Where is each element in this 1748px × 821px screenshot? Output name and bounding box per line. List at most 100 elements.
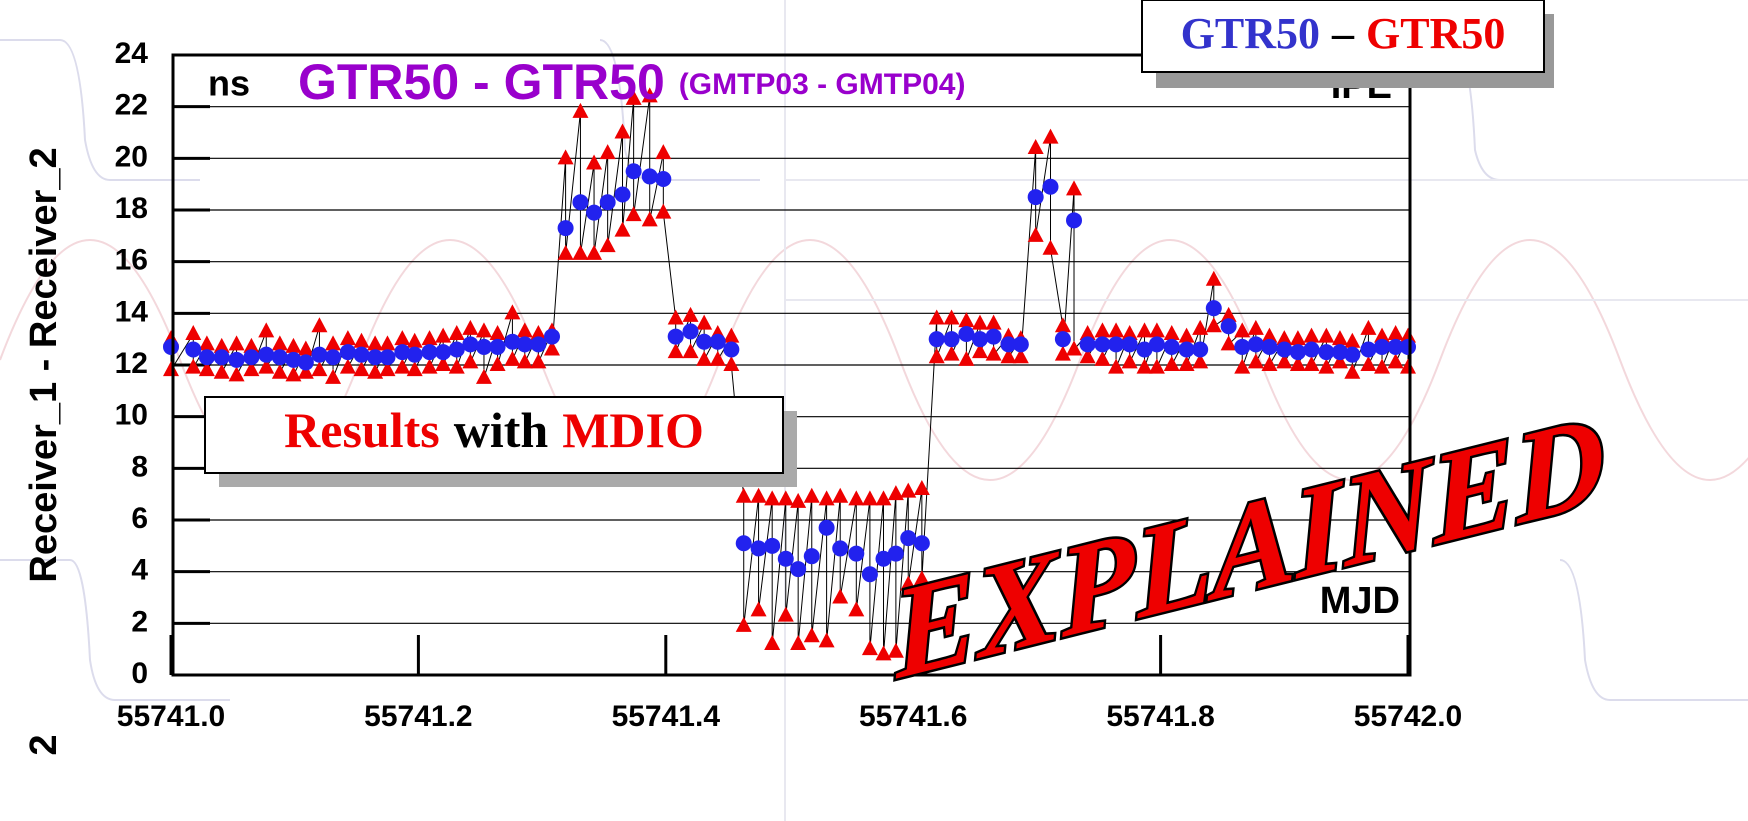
- triangle-marker: [379, 361, 396, 377]
- circle-marker: [258, 346, 275, 363]
- triangle-marker: [557, 149, 574, 165]
- circle-marker: [641, 168, 658, 185]
- triangle-marker: [625, 206, 642, 222]
- circle-marker: [667, 328, 684, 345]
- circle-marker: [1066, 212, 1083, 229]
- triangle-marker: [709, 350, 726, 366]
- x-tick-label: 55741.8: [1106, 700, 1214, 733]
- note-word: with: [454, 402, 549, 458]
- triangle-marker: [1289, 356, 1306, 371]
- triangle-marker: [1261, 327, 1278, 343]
- triangle-marker: [1387, 325, 1404, 340]
- triangle-marker: [641, 87, 658, 103]
- triangle-marker: [213, 363, 230, 379]
- triangle-marker: [735, 487, 752, 503]
- triangle-marker: [1136, 358, 1153, 374]
- triangle-marker: [504, 304, 521, 320]
- circle-marker: [1027, 189, 1044, 206]
- legend-background: [1141, 0, 1545, 73]
- triangle-marker: [243, 337, 260, 353]
- triangle-marker: [861, 490, 878, 506]
- circle-marker: [530, 336, 547, 353]
- triangle-marker: [1234, 358, 1251, 374]
- circle-marker: [696, 333, 713, 350]
- triangle-marker: [1066, 340, 1083, 356]
- triangle-marker: [1400, 358, 1416, 374]
- circle-marker: [379, 349, 396, 366]
- triangle-marker: [285, 366, 302, 382]
- triangle-marker: [985, 345, 1002, 361]
- triangle-marker: [1000, 348, 1017, 364]
- triangle-marker: [696, 314, 713, 330]
- triangle-marker: [228, 366, 245, 382]
- triangle-marker: [723, 356, 740, 371]
- triangle-marker: [803, 627, 820, 643]
- triangle-marker: [1303, 327, 1320, 343]
- triangle-marker: [557, 244, 574, 260]
- x-tick-label: 55741.6: [859, 700, 967, 733]
- y-tick-label: 12: [115, 347, 148, 380]
- circle-marker: [818, 519, 835, 536]
- triangle-marker: [1374, 358, 1391, 374]
- triangle-marker: [900, 482, 917, 498]
- x-tick-label: 55741.0: [117, 700, 225, 733]
- circle-marker: [1387, 338, 1404, 355]
- circle-marker: [735, 535, 752, 552]
- triangle-marker: [1042, 128, 1059, 144]
- triangle-marker: [1374, 327, 1391, 343]
- triangle-marker: [489, 325, 506, 340]
- circle-marker: [185, 341, 202, 358]
- circle-marker: [504, 333, 521, 350]
- triangle-marker: [325, 368, 342, 384]
- circle-marker: [163, 338, 179, 355]
- circle-marker: [913, 535, 930, 552]
- circle-marker: [557, 220, 574, 237]
- triangle-marker: [297, 363, 314, 379]
- triangle-marker: [185, 358, 202, 374]
- circle-marker: [777, 550, 794, 567]
- circle-marker: [1136, 341, 1153, 358]
- triangle-marker: [655, 144, 672, 160]
- triangle-marker: [394, 330, 411, 346]
- triangle-marker: [887, 642, 904, 658]
- triangle-marker: [213, 337, 230, 353]
- triangle-marker: [875, 490, 892, 506]
- triangle-marker: [1148, 358, 1165, 374]
- circle-marker: [1303, 341, 1320, 358]
- circle-marker: [875, 550, 892, 567]
- note-background: [204, 396, 784, 474]
- triangle-marker: [641, 211, 658, 227]
- x-tick-label: 55741.4: [612, 700, 721, 733]
- triangle-marker: [1261, 356, 1278, 371]
- triangle-marker: [682, 306, 699, 322]
- y-tick-label: 20: [115, 140, 148, 173]
- circle-marker: [625, 163, 642, 180]
- circle-marker: [928, 331, 945, 348]
- plot-frame: [171, 53, 1412, 677]
- circle-marker: [764, 537, 781, 554]
- triangle-marker: [1012, 348, 1029, 364]
- circle-marker: [353, 346, 370, 363]
- circle-marker: [1054, 331, 1071, 348]
- triangle-marker: [530, 325, 547, 340]
- circle-marker: [1360, 341, 1377, 358]
- circle-marker: [243, 349, 260, 366]
- triangle-marker: [900, 575, 917, 591]
- legend-entry: GTR50: [1366, 9, 1505, 58]
- triangle-marker: [848, 601, 865, 617]
- circle-marker: [311, 346, 328, 363]
- circle-marker: [1163, 338, 1180, 355]
- triangle-marker: [1331, 353, 1348, 369]
- triangle-marker: [475, 322, 492, 338]
- circle-marker: [1205, 300, 1222, 317]
- circle-marker: [406, 346, 423, 363]
- triangle-marker: [421, 358, 438, 374]
- triangle-marker: [1027, 226, 1044, 242]
- note-text: Results with MDIO: [284, 402, 704, 458]
- circle-marker: [832, 540, 849, 557]
- circle-marker: [1121, 336, 1138, 353]
- triangle-marker: [614, 123, 631, 139]
